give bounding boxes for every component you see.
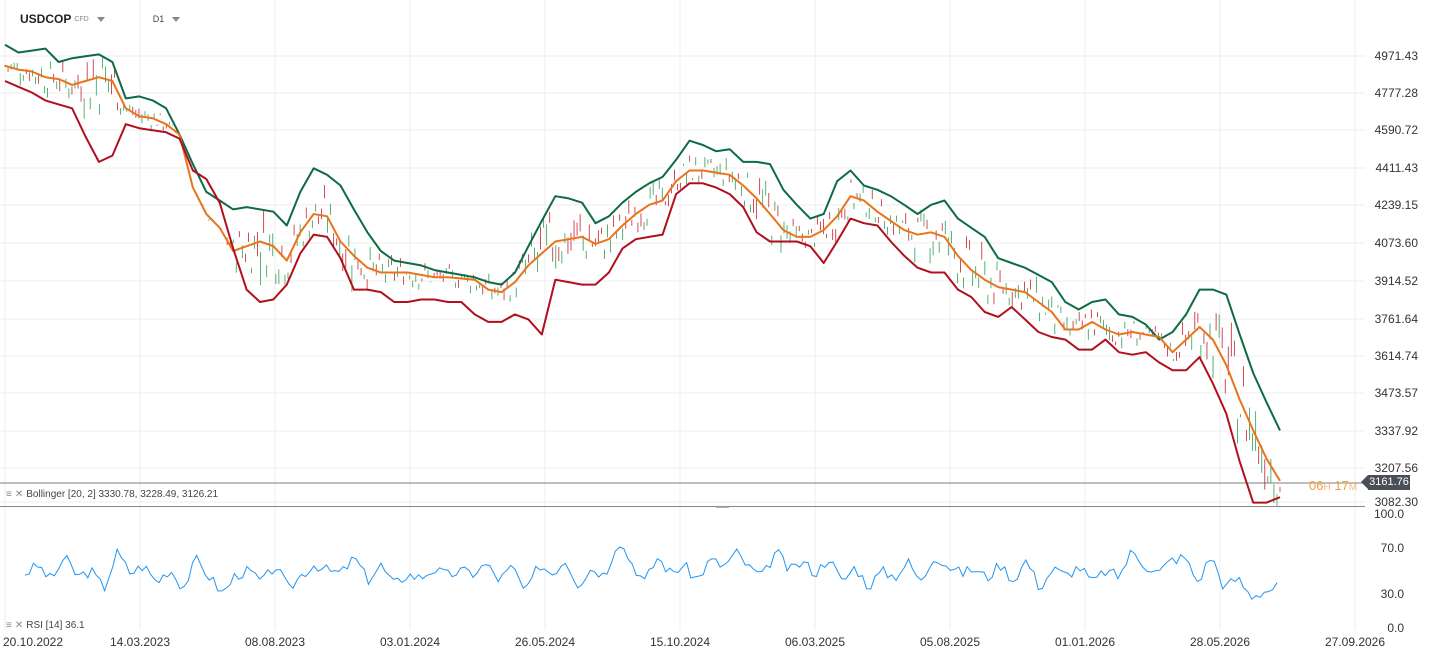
candle-countdown: 06H 17M [1309, 478, 1357, 493]
x-tick-label: 08.08.2023 [245, 635, 305, 649]
countdown-minutes-unit: M [1348, 482, 1358, 493]
bollinger-label: Bollinger [20, 2] 3330.78, 3228.49, 3126… [26, 489, 219, 500]
chart-grid [0, 0, 1365, 630]
y-tick-label: 4590.72 [1375, 123, 1419, 137]
indicator-settings-icon[interactable]: ≡ [6, 620, 12, 631]
rsi-tick-label: 0.0 [1387, 621, 1404, 635]
price-candles [4, 57, 1281, 507]
price-axis: 4971.43 4777.28 4590.72 4411.43 4239.15 4073.… [1374, 49, 1418, 635]
symbol-dropdown-icon[interactable] [96, 16, 105, 22]
timeframe-dropdown-icon[interactable] [172, 16, 181, 22]
timeframe-selector[interactable]: D1 [152, 14, 165, 24]
countdown-hours-unit: H [1323, 482, 1331, 493]
last-price-tag: 3161.76 [1361, 475, 1410, 490]
symbol-name[interactable]: USDCOP [20, 12, 72, 26]
rsi-tick-label: 100.0 [1374, 507, 1404, 521]
y-tick-label: 3337.92 [1375, 424, 1419, 438]
x-tick-label: 01.01.2026 [1055, 635, 1115, 649]
rsi-panel [24, 546, 1278, 600]
y-tick-label: 3207.56 [1375, 461, 1419, 475]
rsi-legend: ≡ ✕ RSI [14] 36.1 [6, 620, 85, 631]
y-tick-label: 4777.28 [1375, 86, 1419, 100]
rsi-label: RSI [14] 36.1 [26, 620, 85, 631]
x-tick-label: 27.09.2026 [1325, 635, 1385, 649]
y-tick-label: 4971.43 [1375, 49, 1419, 63]
bollinger-lower-line [4, 80, 1281, 504]
x-tick-label: 20.10.2022 [3, 635, 63, 649]
x-tick-label: 14.03.2023 [110, 635, 170, 649]
x-tick-label: 26.05.2024 [515, 635, 575, 649]
countdown-minutes: 17 [1334, 478, 1349, 493]
x-tick-label: 05.08.2025 [920, 635, 980, 649]
y-tick-label: 3082.30 [1375, 495, 1419, 509]
y-tick-label: 3914.52 [1375, 274, 1419, 288]
y-tick-label: 3473.57 [1375, 386, 1419, 400]
indicator-close-icon[interactable]: ✕ [14, 489, 24, 500]
y-tick-label: 4239.15 [1375, 198, 1419, 212]
bollinger-legend: ≡ ✕ Bollinger [20, 2] 3330.78, 3228.49, … [6, 489, 218, 500]
bollinger-bands [4, 43, 1281, 504]
time-axis: 20.10.2022 14.03.2023 08.08.2023 03.01.2024… [3, 635, 1385, 649]
rsi-tick-label: 70.0 [1381, 541, 1405, 555]
chart-toolbar: USDCOP CFD D1 [20, 10, 181, 28]
rsi-line [24, 546, 1278, 600]
x-tick-label: 03.01.2024 [380, 635, 440, 649]
symbol-type: CFD [74, 15, 89, 23]
bollinger-middle-line [4, 64, 1281, 482]
countdown-hours: 06 [1309, 478, 1324, 493]
x-tick-label: 15.10.2024 [650, 635, 710, 649]
y-tick-label: 3614.74 [1375, 349, 1419, 363]
x-tick-label: 06.03.2025 [785, 635, 845, 649]
indicator-close-icon[interactable]: ✕ [14, 620, 24, 631]
y-tick-label: 4073.60 [1375, 236, 1419, 250]
y-tick-label: 3761.64 [1375, 312, 1419, 326]
y-tick-label: 4411.43 [1376, 161, 1419, 175]
x-tick-label: 28.05.2026 [1190, 635, 1250, 649]
indicator-settings-icon[interactable]: ≡ [6, 489, 12, 500]
rsi-tick-label: 30.0 [1381, 587, 1405, 601]
